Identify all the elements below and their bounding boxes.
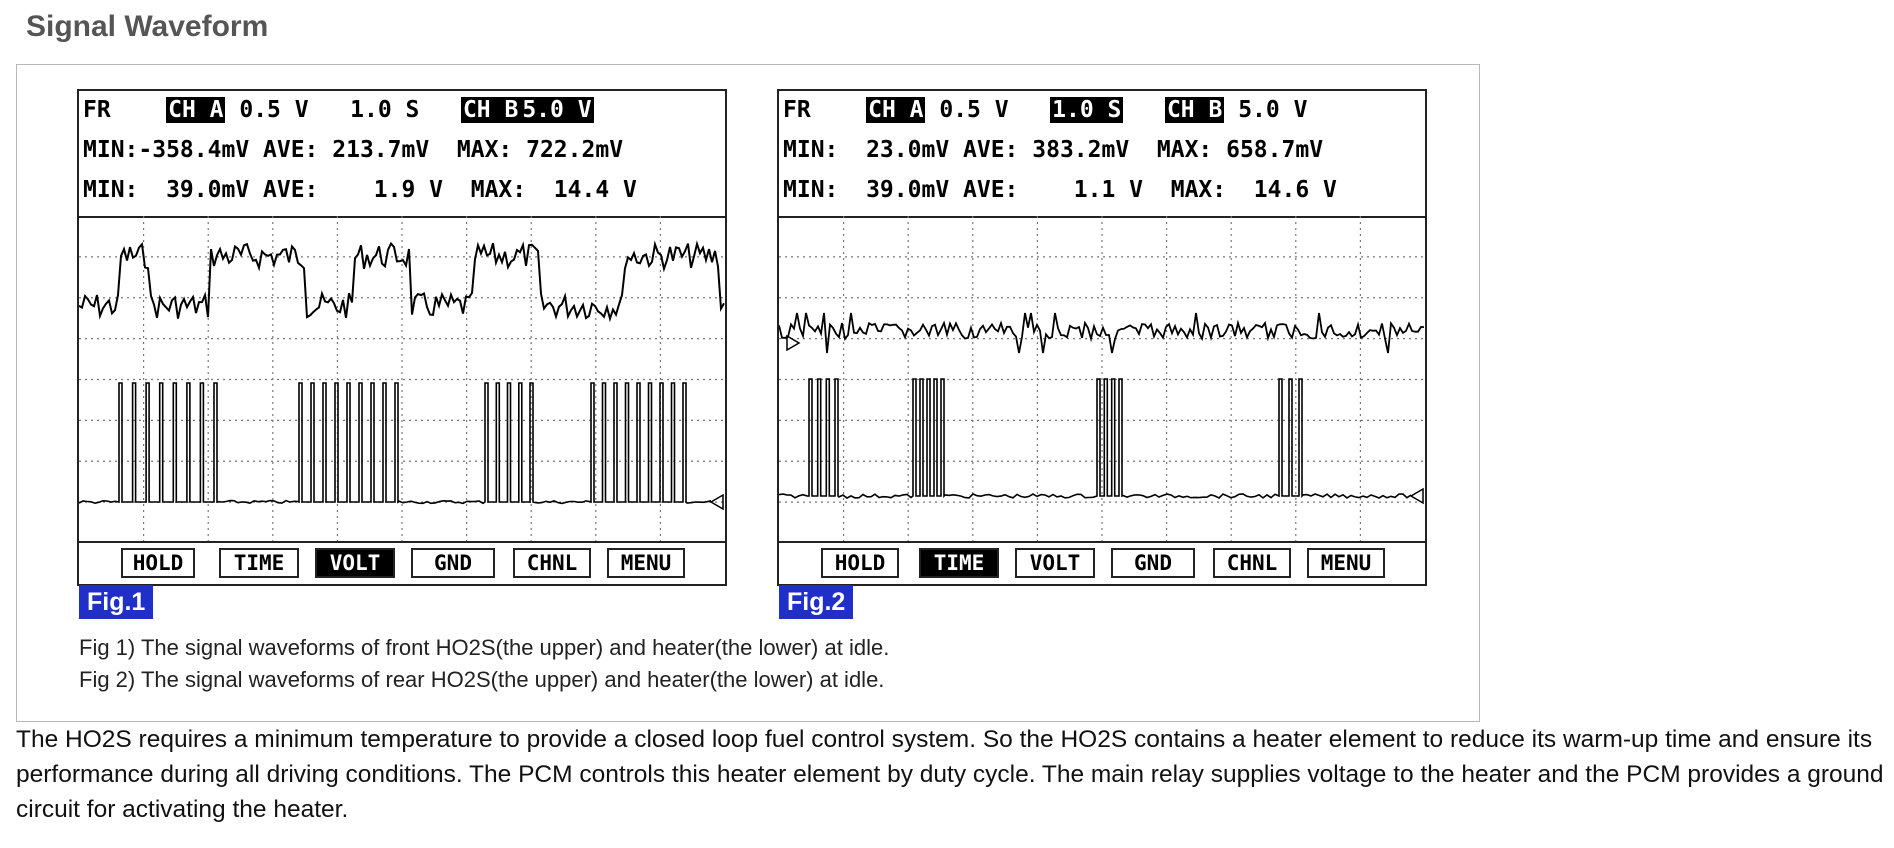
ch-a-scale: 0.5 V: [939, 97, 1009, 123]
page-title: Signal Waveform: [26, 10, 269, 43]
hold-button[interactable]: HOLD: [821, 548, 899, 578]
fr-label: FR: [83, 97, 111, 123]
menu-button[interactable]: MENU: [1307, 548, 1385, 578]
menu-button[interactable]: MENU: [607, 548, 685, 578]
oscilloscope-fig1: FR CH A 0.5 V 1.0 S CH B 5.0 V MIN:-358.4…: [77, 89, 727, 586]
ch-b-label: CH B: [460, 97, 521, 123]
fig2-label: Fig.2: [779, 585, 854, 619]
ch-b-scale: 5.0 V: [520, 97, 594, 123]
chnl-button[interactable]: CHNL: [513, 548, 591, 578]
waveform-plot: [79, 216, 725, 543]
scope-header: FR CH A 0.5 V 1.0 S CH B 5.0 V MIN:-358.4…: [79, 91, 725, 218]
fig1-label: Fig.1: [79, 585, 154, 619]
time-button[interactable]: TIME: [919, 548, 999, 578]
oscilloscope-fig2: FR CH A 0.5 V 1.0 S CH B 5.0 V MIN: 23.0…: [777, 89, 1427, 586]
fr-label: FR: [783, 97, 811, 123]
scope-button-row: HOLD TIME VOLT GND CHNL MENU: [79, 541, 725, 584]
ch-a-stats: MIN: 23.0mV AVE: 383.2mV MAX: 658.7mV: [783, 137, 1324, 163]
ch-b-scale: 5.0 V: [1238, 97, 1308, 123]
time-scale: 1.0 S: [1050, 97, 1124, 123]
ch-b-label: CH B: [1164, 97, 1225, 123]
caption-fig1: Fig 1) The signal waveforms of front HO2…: [79, 635, 890, 660]
ch-a-label: CH A: [866, 97, 926, 123]
ch-a-label: CH A: [166, 97, 226, 123]
ho2s-signal-trace: [779, 312, 1425, 354]
chnl-button[interactable]: CHNL: [1213, 548, 1291, 578]
hold-button[interactable]: HOLD: [121, 548, 195, 578]
ch-b-stats: MIN: 39.0mV AVE: 1.9 V MAX: 14.4 V: [83, 177, 637, 203]
scope-header-row1: FR CH A 0.5 V 1.0 S CH B 5.0 V: [783, 95, 1307, 125]
heater-signal-trace: [779, 378, 1412, 499]
ch-a-ground-marker: [786, 334, 801, 352]
caption-fig2: Fig 2) The signal waveforms of rear HO2S…: [79, 667, 885, 692]
gnd-button[interactable]: GND: [1111, 548, 1195, 578]
time-button[interactable]: TIME: [219, 548, 299, 578]
description-paragraph: The HO2S requires a minimum temperature …: [16, 726, 1884, 823]
volt-button[interactable]: VOLT: [1015, 548, 1095, 578]
figure-box: FR CH A 0.5 V 1.0 S CH B 5.0 V MIN:-358.4…: [16, 64, 1480, 722]
ch-b-ground-marker: [709, 493, 724, 511]
ho2s-signal-trace: [79, 240, 725, 323]
ch-a-stats: MIN:-358.4mV AVE: 213.7mV MAX: 722.2mV: [83, 137, 624, 163]
scope-header: FR CH A 0.5 V 1.0 S CH B 5.0 V MIN: 23.0…: [779, 91, 1425, 218]
scope-button-row: HOLD TIME VOLT GND CHNL MENU: [779, 541, 1425, 584]
heater-signal-trace: [79, 382, 712, 505]
ch-b-ground-marker: [1409, 487, 1424, 505]
ch-a-scale: 0.5 V: [239, 97, 309, 123]
gnd-button[interactable]: GND: [411, 548, 495, 578]
ch-b-stats: MIN: 39.0mV AVE: 1.1 V MAX: 14.6 V: [783, 177, 1337, 203]
volt-button[interactable]: VOLT: [315, 548, 395, 578]
waveform-plot: [779, 216, 1425, 543]
time-scale: 1.0 S: [350, 97, 420, 123]
scope-header-row1: FR CH A 0.5 V 1.0 S CH B 5.0 V: [83, 95, 594, 125]
